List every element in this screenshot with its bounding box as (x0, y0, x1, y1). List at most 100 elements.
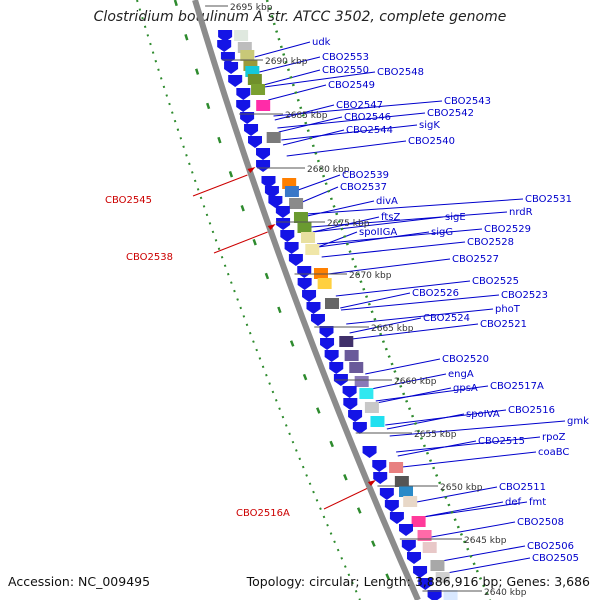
label-connector (327, 258, 451, 275)
feature-block (284, 186, 299, 197)
label-connector (321, 241, 466, 258)
gene-arrow (427, 590, 442, 600)
scale-ticks: 2695 kbp 2690 kbp 2685 kbp 2680 kbp 2675 kbp… (205, 3, 527, 598)
label-connector (396, 436, 541, 453)
label-connector (306, 198, 524, 215)
feature-block (237, 42, 252, 53)
gene-arrow (256, 148, 271, 160)
feature-block (293, 212, 308, 223)
feature-block (359, 388, 374, 399)
feature-block (354, 376, 369, 387)
gene-arrows (217, 30, 442, 600)
feature-block (305, 244, 320, 255)
label-connector (340, 292, 411, 309)
label-connector (402, 451, 537, 468)
gene-label: CBO2521 (480, 319, 527, 330)
feature-block (317, 278, 332, 289)
feature-block (251, 84, 266, 95)
gene-arrow (348, 410, 363, 422)
gene-label: CBO2553 (322, 52, 369, 63)
gene-arrow (406, 552, 421, 564)
label-connector (375, 385, 489, 402)
gene-label: spoIIGA (359, 227, 397, 238)
gene-label: gpsA (453, 383, 478, 394)
gene-arrow (379, 488, 394, 500)
label-connector (397, 440, 477, 457)
feature-block (339, 336, 354, 347)
gene-label: CBO2537 (340, 182, 387, 193)
gene-label: CBO2547 (336, 100, 383, 111)
gene-arrow (256, 160, 271, 172)
feature-block (289, 198, 304, 209)
gene-label: CBO2520 (442, 354, 489, 365)
gene-label: CBO2539 (342, 170, 389, 181)
feature-block (344, 350, 359, 361)
label-connector (268, 84, 327, 101)
scale-label: 2660 kbp (394, 377, 437, 387)
gene-label: CBO2543 (444, 96, 491, 107)
feature-block (443, 590, 458, 600)
gene-label: fmt (529, 497, 546, 508)
label-connector-red (192, 174, 248, 197)
label-connector (318, 231, 430, 248)
gene-label: gmk (567, 416, 589, 427)
label-connector (316, 228, 483, 245)
gene-arrow (418, 578, 433, 590)
label-connector (416, 486, 498, 503)
label-connector (310, 211, 508, 228)
label-connector (274, 104, 335, 121)
gene-arrow (244, 124, 259, 136)
label-connector (349, 317, 422, 334)
label-connector (422, 501, 528, 518)
label-lines (192, 41, 566, 574)
feature-block (301, 232, 316, 243)
gene-label: udk (312, 37, 331, 48)
gene-label: CBO2531 (525, 194, 572, 205)
feature-block (411, 516, 426, 527)
gene-arrow (401, 540, 416, 552)
scale-label: 2645 kbp (464, 536, 507, 546)
label-connector (422, 501, 504, 518)
gene-arrow (264, 186, 279, 198)
gene-arrow (297, 278, 312, 290)
gene-arrow (324, 350, 339, 362)
gene-label: sigG (431, 227, 453, 238)
label-connector (340, 294, 500, 311)
gene-arrow (275, 206, 290, 218)
gene-arrow (280, 230, 295, 242)
feature-block (234, 30, 249, 41)
gene-arrow (284, 242, 299, 254)
label-connector (385, 409, 507, 426)
gene-arrow (220, 52, 235, 64)
feature-block (243, 60, 258, 71)
gene-arrow (343, 398, 358, 410)
feature-block (394, 476, 409, 487)
gene-arrow (413, 566, 428, 578)
gene-arrow (372, 460, 387, 472)
gene-label: CBO2549 (328, 80, 375, 91)
scale-label: 2640 kbp (484, 588, 527, 598)
gene-arrow (236, 100, 251, 112)
gene-label: CBO2542 (427, 108, 474, 119)
gene-label: coaBC (538, 447, 569, 458)
feature-block (256, 100, 271, 111)
gene-arrow (320, 338, 335, 350)
scale-label: 2690 kbp (265, 57, 308, 67)
gene-label: divA (376, 196, 398, 207)
scale-label: 2670 kbp (349, 271, 392, 281)
gene-label: CBO2517A (490, 381, 544, 392)
backbone-dots (136, 0, 492, 600)
gene-arrow (248, 136, 263, 148)
feature-block (282, 178, 297, 189)
gene-label: CBO2515 (478, 436, 525, 447)
dots-left-outer (136, 0, 361, 600)
feature-block (435, 572, 450, 583)
gene-label-red: CBO2516A (236, 508, 290, 519)
feature-block (364, 402, 379, 413)
gene-label: CBO2505 (532, 553, 579, 564)
label-connector (431, 521, 516, 538)
gene-arrow (302, 290, 317, 302)
